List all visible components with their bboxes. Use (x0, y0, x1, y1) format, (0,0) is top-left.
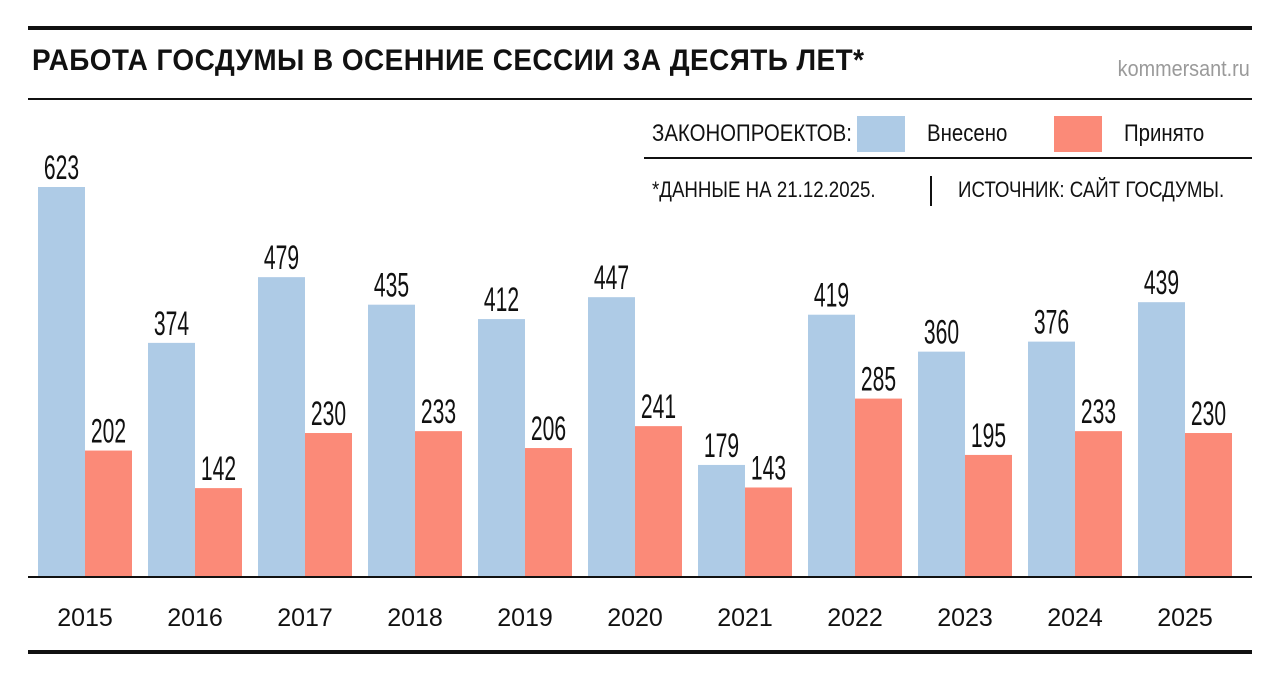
bar-passed (1075, 431, 1122, 577)
note-divider (930, 176, 933, 206)
year-label: 2017 (277, 604, 333, 632)
value-label-introduced: 439 (1144, 263, 1179, 301)
value-label-introduced: 360 (924, 312, 959, 350)
value-label-introduced: 179 (704, 426, 739, 464)
source-site: kommersant.ru (1117, 56, 1250, 81)
legend-swatch-introduced (857, 116, 905, 152)
bar-introduced (478, 319, 525, 577)
value-label-passed: 202 (91, 411, 126, 449)
bar-passed (525, 448, 572, 577)
value-label-passed: 206 (531, 409, 566, 447)
value-label-passed: 230 (311, 394, 346, 432)
value-label-passed: 230 (1191, 394, 1226, 432)
year-label: 2020 (607, 604, 663, 632)
legend-passed: Принято (1124, 120, 1205, 147)
bottom-rule (28, 650, 1252, 654)
year-label: 2018 (387, 604, 443, 632)
legend-swatch-passed (1054, 116, 1102, 152)
bar-passed (635, 426, 682, 577)
bar-passed (855, 398, 902, 577)
value-label-introduced: 447 (594, 258, 629, 296)
value-label-passed: 195 (971, 416, 1006, 454)
legend: ЗАКОНОПРОЕКТОВ: Внесено Принято (652, 116, 1218, 152)
value-label-introduced: 412 (484, 280, 519, 318)
value-label-passed: 142 (201, 449, 236, 487)
bar-introduced (1138, 302, 1185, 577)
value-label-passed: 143 (751, 448, 786, 486)
value-label-introduced: 376 (1034, 302, 1069, 340)
data-date-note: *ДАННЫЕ НА 21.12.2025. (652, 176, 876, 202)
bar-introduced (698, 464, 745, 577)
bar-introduced (38, 187, 85, 577)
title-rule (28, 98, 1252, 100)
year-label: 2016 (167, 604, 223, 632)
value-label-passed: 285 (861, 359, 896, 397)
value-label-introduced: 419 (814, 275, 849, 313)
value-label-introduced: 623 (44, 148, 79, 186)
legend-label: ЗАКОНОПРОЕКТОВ: (652, 120, 852, 147)
chart-title: РАБОТА ГОСДУМЫ В ОСЕННИЕ СЕССИИ ЗА ДЕСЯТ… (32, 44, 865, 77)
year-label: 2025 (1157, 604, 1213, 632)
bar-introduced (808, 314, 855, 577)
year-label: 2023 (937, 604, 993, 632)
bar-passed (745, 487, 792, 577)
year-label: 2022 (827, 604, 883, 632)
bar-introduced (1028, 341, 1075, 577)
bar-passed (1185, 433, 1232, 577)
bar-introduced (368, 304, 415, 577)
note: *ДАННЫЕ НА 21.12.2025. ИСТОЧНИК: САЙТ ГО… (652, 176, 1271, 206)
legend-introduced: Внесено (927, 120, 1008, 147)
bar-passed (195, 488, 242, 577)
bar-passed (305, 433, 352, 577)
bar-passed (965, 454, 1012, 577)
source-note: ИСТОЧНИК: САЙТ ГОСДУМЫ. (958, 176, 1225, 202)
bar-passed (85, 450, 132, 577)
bar-introduced (588, 297, 635, 577)
year-label: 2021 (717, 604, 773, 632)
bar-introduced (918, 351, 965, 577)
value-label-introduced: 435 (374, 265, 409, 303)
bar-passed (415, 431, 462, 577)
value-label-passed: 233 (1081, 392, 1116, 430)
x-axis-line (28, 576, 1252, 578)
bar-introduced (258, 277, 305, 577)
year-label: 2019 (497, 604, 553, 632)
value-label-passed: 241 (641, 387, 676, 425)
legend-rule (644, 157, 1252, 159)
top-rule (28, 26, 1252, 30)
year-label: 2015 (57, 604, 113, 632)
value-label-introduced: 374 (154, 304, 189, 342)
bar-introduced (148, 342, 195, 577)
value-label-passed: 233 (421, 392, 456, 430)
year-label: 2024 (1047, 604, 1103, 632)
value-label-introduced: 479 (264, 238, 299, 276)
